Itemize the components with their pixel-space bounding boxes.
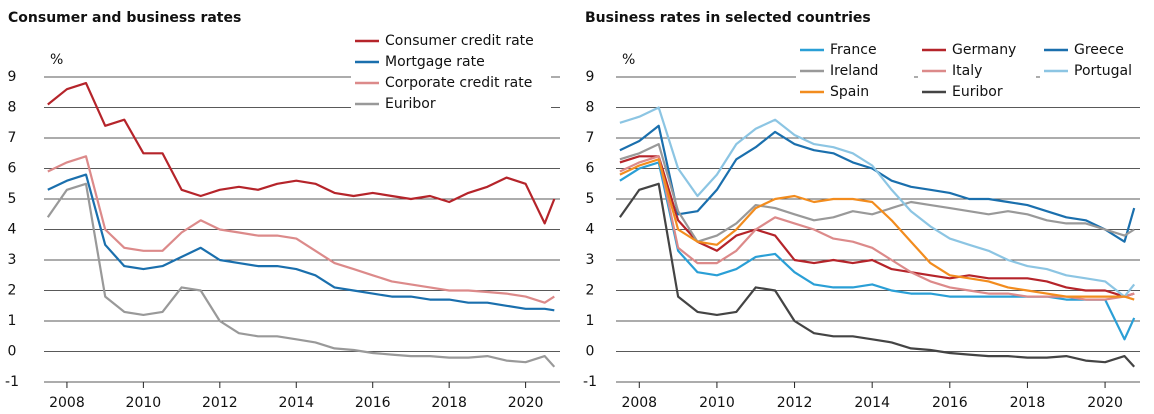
legend-label: Ireland	[830, 63, 878, 79]
legend-label: Spain	[830, 84, 869, 100]
series-line	[47, 155, 555, 304]
y-tick-label: 5	[586, 191, 595, 207]
series-line	[619, 155, 1135, 301]
y-tick-label: 9	[586, 69, 595, 85]
y-axis-label: %	[50, 52, 63, 68]
y-tick-label: 3	[8, 252, 17, 268]
y-tick-label: 8	[586, 100, 595, 116]
series-line	[619, 161, 1136, 341]
y-tick-label: 4	[8, 222, 17, 238]
legend-background	[918, 82, 1036, 103]
legend-label: Consumer credit rate	[385, 33, 534, 49]
y-tick-label: 1	[586, 313, 595, 329]
legend-background	[1040, 61, 1154, 82]
legend-label: Corporate credit rate	[385, 75, 532, 91]
x-tick-label: 2018	[1010, 395, 1046, 411]
legend-background	[796, 61, 914, 82]
y-tick-label: 2	[8, 283, 17, 299]
legend-label: Euribor	[952, 84, 1003, 100]
x-tick-label: 2012	[777, 395, 813, 411]
y-tick-label: 8	[8, 100, 17, 116]
chart-title: Business rates in selected countries	[585, 10, 871, 26]
y-tick-label: -1	[583, 374, 597, 390]
y-tick-label: 2	[586, 283, 595, 299]
legend-label: Euribor	[385, 96, 436, 112]
y-tick-label: 3	[586, 252, 595, 268]
legend-background	[351, 73, 551, 94]
legend-label: Portugal	[1074, 63, 1132, 79]
series-line	[619, 106, 1136, 298]
series-line	[619, 182, 1136, 368]
legend-background	[796, 82, 914, 103]
x-tick-label: 2012	[202, 395, 238, 411]
y-tick-label: 6	[586, 161, 595, 177]
series-line	[619, 124, 1136, 243]
y-tick-label: 4	[586, 222, 595, 238]
chart-title: Consumer and business rates	[8, 10, 241, 26]
y-tick-label: 7	[8, 130, 17, 146]
x-tick-label: 2016	[355, 395, 391, 411]
y-tick-label: -1	[5, 374, 19, 390]
y-tick-label: 9	[8, 69, 17, 85]
x-tick-label: 2010	[699, 395, 735, 411]
y-tick-label: 1	[8, 313, 17, 329]
series-line	[47, 173, 555, 312]
legend-label: Mortgage rate	[385, 54, 485, 70]
x-tick-label: 2010	[126, 395, 162, 411]
legend-background	[796, 40, 914, 61]
legend-label: Italy	[952, 63, 982, 79]
y-tick-label: 7	[586, 130, 595, 146]
legend-label: Greece	[1074, 42, 1124, 58]
series-line	[47, 82, 556, 225]
x-tick-label: 2014	[278, 395, 314, 411]
x-tick-label: 2016	[932, 395, 968, 411]
legend-label: Germany	[952, 42, 1016, 58]
y-axis-label: %	[622, 52, 635, 68]
y-tick-label: 0	[8, 344, 17, 360]
y-tick-label: 5	[8, 191, 17, 207]
y-tick-label: 0	[586, 344, 595, 360]
x-tick-label: 2020	[508, 395, 544, 411]
series-line	[619, 155, 1135, 298]
legend-background	[351, 31, 551, 52]
series-line	[619, 158, 1135, 301]
legend-background	[1040, 40, 1154, 61]
series-line	[46, 182, 556, 368]
legend-background	[351, 94, 551, 115]
legend-background	[918, 40, 1036, 61]
x-tick-label: 2008	[49, 395, 85, 411]
legend-label: France	[830, 42, 877, 58]
x-tick-label: 2014	[854, 395, 890, 411]
y-tick-label: 6	[8, 161, 17, 177]
legend-background	[918, 61, 1036, 82]
legend-background	[351, 52, 551, 73]
x-tick-label: 2008	[621, 395, 657, 411]
x-tick-label: 2020	[1087, 395, 1123, 411]
x-tick-label: 2018	[431, 395, 467, 411]
